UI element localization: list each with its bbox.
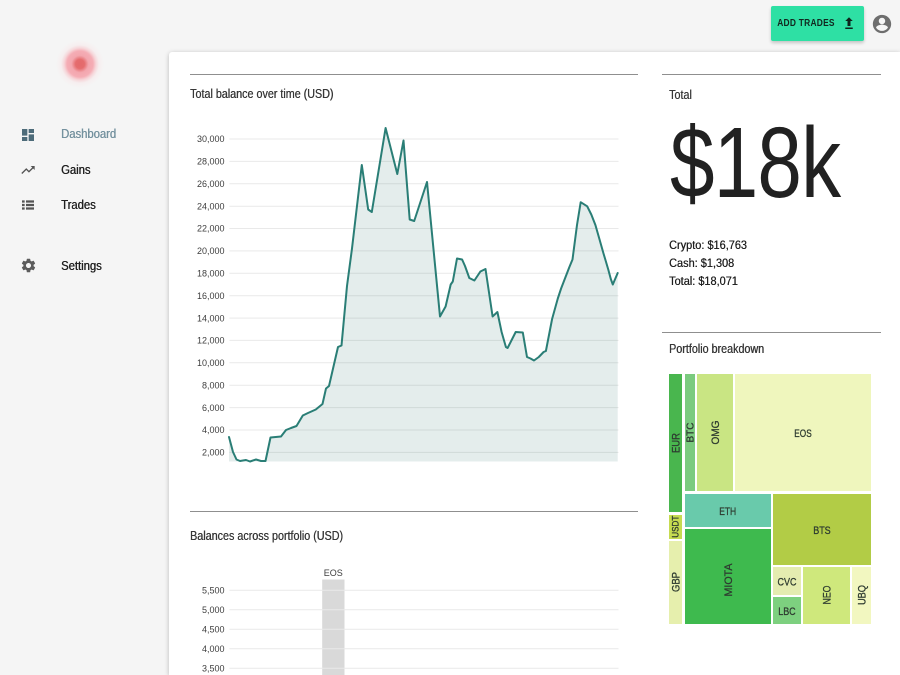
svg-text:14,000: 14,000 <box>197 313 225 323</box>
svg-text:16,000: 16,000 <box>197 291 225 301</box>
svg-text:12,000: 12,000 <box>197 336 225 346</box>
svg-text:28,000: 28,000 <box>197 157 225 167</box>
svg-text:OMG: OMG <box>710 420 722 444</box>
svg-text:5,500: 5,500 <box>202 585 225 595</box>
svg-text:3,500: 3,500 <box>202 663 225 673</box>
svg-text:MIOTA: MIOTA <box>723 563 735 596</box>
svg-text:6,000: 6,000 <box>202 403 225 413</box>
svg-text:EOS: EOS <box>794 428 812 440</box>
svg-text:2,000: 2,000 <box>202 448 225 458</box>
svg-text:LBC: LBC <box>778 606 796 618</box>
svg-text:4,500: 4,500 <box>202 624 225 634</box>
svg-text:EOS: EOS <box>324 568 343 578</box>
svg-text:20,000: 20,000 <box>197 246 225 256</box>
svg-text:UBQ: UBQ <box>857 585 869 605</box>
svg-text:22,000: 22,000 <box>197 224 225 234</box>
svg-text:4,000: 4,000 <box>202 425 225 435</box>
svg-text:18,000: 18,000 <box>197 269 225 279</box>
svg-text:ETH: ETH <box>719 506 736 518</box>
svg-text:10,000: 10,000 <box>197 358 225 368</box>
svg-text:BTS: BTS <box>813 525 831 537</box>
svg-text:4,000: 4,000 <box>202 644 225 654</box>
svg-text:26,000: 26,000 <box>197 179 225 189</box>
svg-text:5,000: 5,000 <box>202 605 225 615</box>
svg-text:24,000: 24,000 <box>197 201 225 211</box>
svg-text:8,000: 8,000 <box>202 380 225 390</box>
svg-text:BTC: BTC <box>685 423 696 443</box>
svg-text:CVC: CVC <box>778 577 797 589</box>
svg-text:GBP: GBP <box>670 572 682 592</box>
svg-text:NEO: NEO <box>822 585 834 604</box>
svg-text:USDT: USDT <box>670 515 681 537</box>
svg-text:30,000: 30,000 <box>197 134 225 144</box>
svg-text:EUR: EUR <box>670 433 682 453</box>
